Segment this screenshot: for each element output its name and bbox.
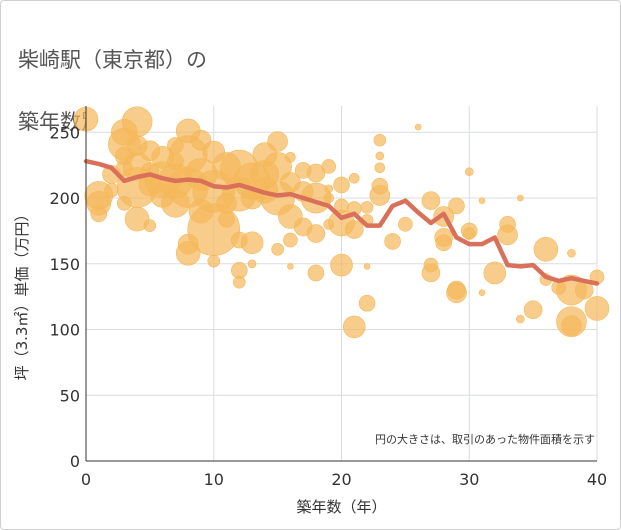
price-bubble [533,237,559,262]
price-bubble [421,191,441,210]
price-bubble [398,217,413,232]
x-tick-label: 30 [459,470,479,489]
average-price-line [83,158,600,286]
price-bubble [323,192,335,204]
price-bubble [143,219,157,232]
y-tick-label: 200 [49,189,80,208]
price-bubble [384,233,401,250]
price-bubble [464,167,474,177]
price-bubble [348,173,360,184]
price-bubble [321,159,337,174]
y-tick-label: 50 [60,386,80,405]
size-legend-note: 円の大きさは、取引のあった物件面積を示す [375,432,595,446]
price-bubble [247,259,257,269]
price-bubble [421,263,441,283]
price-bubble [306,163,326,183]
price-bubble [517,194,524,202]
price-bubble [287,263,294,270]
price-bubble [307,264,325,282]
price-bubble [478,289,486,297]
x-tick-label: 0 [81,470,91,489]
price-bubble [233,275,246,289]
price-bubble [360,200,374,214]
price-bubble [523,300,543,320]
y-axis-title: 坪（3.3㎡）単価（万円） [13,207,31,381]
price-bubble [516,314,525,324]
price-bubble [358,294,376,312]
price-bubble [373,133,387,147]
price-bubble [104,182,119,198]
price-bubble [267,131,288,152]
price-bubble [207,254,221,268]
price-bubble [369,185,391,206]
price-bubble [271,243,284,256]
y-tick-label: 150 [49,255,80,274]
price-bubble [344,220,364,239]
tick-labels: 0 50 100 150 200 250 0 10 20 30 40 [49,123,607,489]
price-bubble [306,224,326,243]
price-bubble [448,197,465,215]
x-tick-label: 10 [204,470,224,489]
price-bubble [375,151,385,161]
price-bubble [324,184,334,194]
x-tick-label: 20 [331,470,351,489]
price-bubble [462,227,476,240]
price-bubble [285,151,296,163]
price-bubble [342,315,366,339]
price-bubble [218,210,235,228]
price-bubble [414,123,422,131]
price-bubble [240,231,264,255]
price-bubble [121,106,153,138]
axes [85,106,597,462]
price-bubble [561,315,582,336]
price-bubble [584,296,610,321]
price-bubble [483,261,507,285]
price-bubble [175,240,201,266]
price-bubble [446,282,467,304]
price-bubble [363,263,371,270]
price-bubble [124,206,150,232]
price-bubble [283,232,298,248]
x-tick-label: 40 [587,470,607,489]
chart-title-line-1: 柴崎駅（東京都）の [18,48,207,72]
price-bubble [478,197,486,204]
price-bubble [374,162,386,174]
price-bubble [333,176,350,194]
x-axis-title: 築年数（年） [296,498,386,516]
price-bubble [90,205,108,223]
y-tick-label: 0 [70,452,80,471]
price-bubble [330,253,353,277]
price-bubble [497,224,518,246]
price-bubble [263,152,292,181]
price-bubble [567,248,576,258]
price-bubble [435,234,453,252]
y-tick-label: 100 [49,321,80,340]
y-tick-label: 250 [49,123,80,142]
